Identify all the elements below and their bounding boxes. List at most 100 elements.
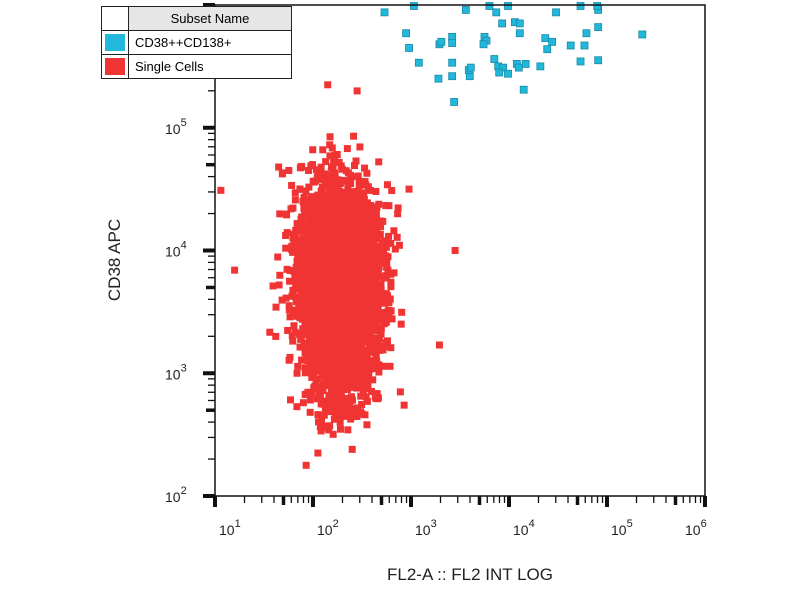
single-cell-point [351, 286, 359, 294]
single-cell-point [266, 328, 274, 336]
single-cell-point [332, 364, 340, 372]
single-cell-point [342, 266, 350, 274]
single-cell-point [282, 294, 290, 302]
single-cell-point [316, 366, 324, 374]
single-cell-point [359, 309, 367, 317]
single-cell-point [335, 268, 343, 276]
single-cell-point [328, 312, 336, 320]
x-tick-label: 104 [513, 518, 535, 538]
single-cell-point [349, 188, 357, 196]
single-cell-point [290, 230, 298, 238]
cd38-cd138-point [461, 6, 470, 14]
single-cell-point [286, 313, 294, 321]
single-cell-point [314, 411, 322, 419]
single-cell-point [343, 394, 351, 402]
single-cell-point [341, 385, 349, 393]
single-cell-point [360, 189, 368, 197]
single-cell-point [347, 276, 355, 284]
single-cell-point [307, 304, 315, 312]
single-cell-point [302, 461, 310, 469]
single-cell-point [370, 338, 378, 346]
single-cell-point [352, 259, 360, 267]
single-cell-point [366, 276, 374, 284]
single-cell-point [368, 357, 376, 365]
single-cell-point [384, 312, 392, 320]
single-cell-point [361, 164, 369, 172]
single-cell-point [315, 418, 323, 426]
single-cell-point [353, 187, 361, 195]
cd38-cd138-point [580, 41, 589, 50]
single-cell-point [308, 226, 316, 234]
single-cell-point [314, 206, 322, 214]
single-cell-point [347, 216, 355, 224]
single-cell-point [328, 261, 336, 269]
single-cell-point [341, 189, 349, 197]
single-cell-point [315, 343, 323, 351]
single-cell-point [329, 227, 337, 235]
single-cell-point [405, 185, 413, 193]
single-cell-point [297, 215, 305, 223]
single-cell-point [363, 256, 371, 264]
single-cell-point [380, 362, 388, 370]
single-cell-point [322, 158, 330, 166]
single-cell-point [313, 220, 321, 228]
single-cell-point [341, 349, 349, 357]
single-cell-point [372, 351, 380, 359]
single-cell-point [345, 350, 353, 358]
single-cell-point [333, 397, 341, 405]
single-cell-point [308, 250, 316, 258]
single-cell-point [326, 241, 334, 249]
single-cell-point [334, 203, 342, 211]
single-cell-point [276, 271, 284, 279]
single-cell-point [358, 382, 366, 390]
single-cell-point [363, 381, 371, 389]
single-cell-point [345, 287, 353, 295]
single-cell-point [346, 171, 354, 179]
single-cell-point [294, 362, 302, 370]
single-cell-point [328, 357, 336, 365]
single-cell-point [350, 341, 358, 349]
single-cell-point [373, 203, 381, 211]
single-cell-point [332, 238, 340, 246]
single-cell-point [338, 193, 346, 201]
single-cell-point [331, 264, 339, 272]
single-cell-point [374, 265, 382, 273]
single-cell-point [394, 210, 402, 218]
single-cell-point [328, 277, 336, 285]
single-cell-point [304, 349, 312, 357]
single-cell-point [299, 254, 307, 262]
single-cell-point [350, 267, 358, 275]
cd38-cd138-point [582, 29, 591, 38]
single-cell-point [363, 202, 371, 210]
single-cell-point [345, 405, 353, 413]
single-cell-point [357, 335, 365, 343]
single-cell-point [339, 358, 347, 366]
single-cell-point [383, 259, 391, 267]
legend-label: CD38++CD138+ [128, 30, 292, 55]
single-cell-point [354, 339, 362, 347]
single-cell-point [299, 225, 307, 233]
single-cell-point [327, 210, 335, 218]
cd38-cd138-point [504, 69, 512, 78]
single-cell-point [317, 348, 325, 356]
single-cell-point [337, 393, 345, 401]
single-cell-point [374, 394, 382, 402]
single-cell-point [368, 325, 376, 333]
single-cell-point [319, 146, 327, 154]
single-cell-point [304, 311, 312, 319]
single-cell-point [354, 172, 362, 180]
single-cell-point [288, 242, 296, 250]
single-cell-point [217, 186, 225, 194]
y-tick-label: 104 [165, 240, 187, 260]
single-cell-point [327, 339, 335, 347]
single-cell-point [278, 296, 286, 304]
single-cell-point [393, 233, 401, 241]
single-cell-point [363, 421, 371, 429]
single-cell-point [350, 226, 358, 234]
legend-entry-single-cells: Single Cells [101, 54, 292, 79]
single-cell-point [362, 393, 370, 401]
single-cell-point [303, 208, 311, 216]
single-cell-point [344, 380, 352, 388]
single-cell-point [357, 209, 365, 217]
single-cell-point [331, 214, 339, 222]
